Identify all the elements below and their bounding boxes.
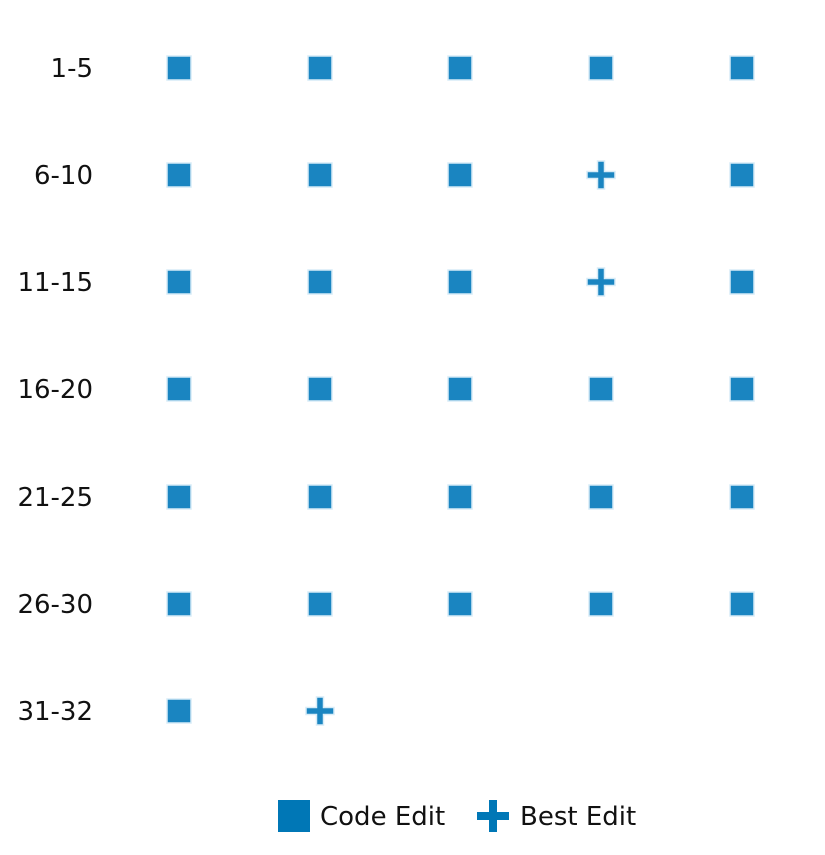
code-edit-marker [166, 55, 192, 81]
code-edit-marker [307, 269, 333, 295]
code-edit-marker [166, 162, 192, 188]
row-label: 11-15 [17, 268, 93, 298]
chart-row: 31-32 [17, 696, 335, 727]
best-edit-marker [586, 160, 616, 190]
code-edit-marker [307, 55, 333, 81]
code-edit-marker [588, 376, 614, 402]
code-edit-marker [447, 376, 473, 402]
chart-row: 11-15 [17, 267, 755, 298]
code-edit-marker [447, 55, 473, 81]
code-edit-marker [447, 269, 473, 295]
legend-label: Best Edit [520, 802, 636, 832]
code-edit-marker [307, 484, 333, 510]
chart-row: 6-10 [34, 160, 755, 191]
code-edit-marker [307, 591, 333, 617]
code-edit-marker [729, 376, 755, 402]
legend-label: Code Edit [320, 802, 445, 832]
legend-plus-icon [477, 800, 509, 832]
code-edit-marker [588, 55, 614, 81]
row-label: 1-5 [51, 54, 93, 84]
code-edit-marker [166, 484, 192, 510]
legend-item: Code Edit [278, 800, 445, 832]
row-label: 26-30 [17, 590, 93, 620]
code-edit-marker [729, 591, 755, 617]
chart-row: 1-5 [51, 54, 755, 84]
code-edit-marker [447, 162, 473, 188]
code-edit-marker [447, 591, 473, 617]
best-edit-marker [305, 696, 335, 726]
row-label: 6-10 [34, 161, 93, 191]
chart-row: 26-30 [17, 590, 755, 620]
code-edit-marker [588, 591, 614, 617]
row-label: 16-20 [17, 375, 93, 405]
code-edit-marker [729, 55, 755, 81]
code-edit-marker [166, 376, 192, 402]
legend: Code Edit Best Edit [278, 800, 636, 832]
code-edit-marker [307, 162, 333, 188]
code-edit-marker [729, 484, 755, 510]
code-edit-marker [729, 162, 755, 188]
best-edit-marker [586, 267, 616, 297]
code-edit-marker [166, 269, 192, 295]
code-edit-marker [447, 484, 473, 510]
chart-rows: 1-5 6-10 11-15 16-20 21-25 26-30 31-32 [17, 54, 755, 727]
code-edit-marker [729, 269, 755, 295]
legend-item: Best Edit [477, 800, 636, 832]
code-edit-marker [307, 376, 333, 402]
code-edit-marker [588, 484, 614, 510]
chart-row: 21-25 [17, 483, 755, 513]
code-edit-marker [166, 698, 192, 724]
chart-row: 16-20 [17, 375, 755, 405]
row-label: 21-25 [17, 483, 93, 513]
legend-square-icon [278, 800, 310, 832]
row-label: 31-32 [17, 697, 93, 727]
code-edit-marker [166, 591, 192, 617]
